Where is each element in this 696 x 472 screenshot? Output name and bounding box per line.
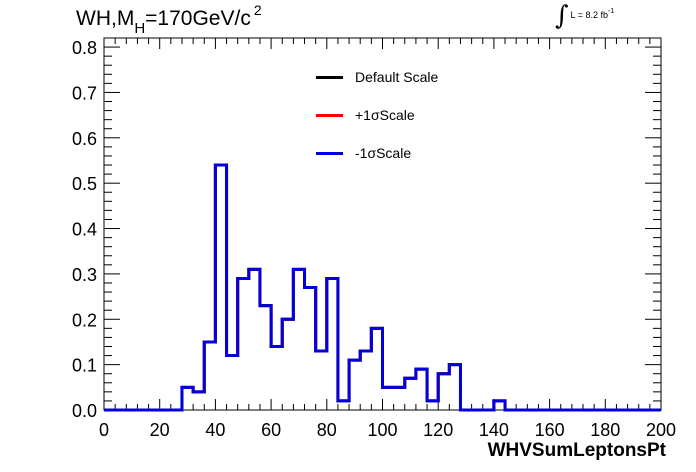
lumi-text: L = 8.2 fb — [570, 10, 608, 20]
y-tick-label: 0.5 — [72, 174, 97, 194]
legend-label-minus1sigma: -1σScale — [355, 145, 412, 161]
y-tick-label: 0.8 — [72, 38, 97, 58]
y-tick-label: 0.0 — [72, 401, 97, 421]
legend-item-minus1sigma: -1σScale — [316, 134, 438, 172]
y-tick-label: 0.7 — [72, 83, 97, 103]
title-subscript: H — [134, 20, 146, 37]
x-tick-label: 20 — [150, 420, 170, 440]
x-tick-label: 60 — [261, 420, 281, 440]
title-rest-text: =170GeV/c — [145, 7, 251, 30]
y-tick-label: 0.3 — [72, 265, 97, 285]
x-tick-label: 200 — [646, 420, 676, 440]
legend: Default Scale +1σScale -1σScale — [316, 58, 438, 172]
plot-title: WH,MH=170GeV/c 2 — [76, 2, 262, 37]
legend-label-plus1sigma: +1σScale — [355, 107, 415, 123]
x-tick-label: 80 — [317, 420, 337, 440]
x-tick-label: 40 — [205, 420, 225, 440]
integral-icon: ∫ — [555, 1, 569, 31]
legend-item-plus1sigma: +1σScale — [316, 96, 438, 134]
y-tick-label: 0.2 — [72, 310, 97, 330]
histogram-line-minus1sigma — [104, 163, 661, 412]
x-tick-label: 0 — [99, 420, 109, 440]
legend-line-minus1sigma — [316, 151, 343, 155]
axis-ticks: 0 20 40 60 80 100 120 140 160 180 200 0.0 0.1 0.2 0.3 0… — [72, 38, 676, 440]
y-tick-label: 0.4 — [72, 220, 97, 240]
x-tick-label: 140 — [479, 420, 509, 440]
legend-line-plus1sigma — [316, 113, 343, 117]
title-main-text: WH,M — [76, 7, 135, 30]
histogram-series — [104, 163, 661, 412]
y-tick-label: 0.6 — [72, 129, 97, 149]
x-tick-label: 100 — [367, 420, 397, 440]
x-tick-label: 160 — [535, 420, 565, 440]
x-axis-label: WHVSumLeptonsPt — [487, 440, 666, 461]
title-superscript: 2 — [253, 2, 262, 18]
x-tick-label: 120 — [423, 420, 453, 440]
lumi-superscript: -1 — [608, 8, 615, 15]
legend-line-default — [316, 75, 343, 79]
legend-label-default: Default Scale — [355, 69, 439, 85]
luminosity-label: ∫ L = 8.2 fb-1 — [555, 3, 615, 29]
x-tick-label: 180 — [590, 420, 620, 440]
y-tick-label: 0.1 — [72, 356, 97, 376]
legend-item-default: Default Scale — [316, 58, 438, 96]
